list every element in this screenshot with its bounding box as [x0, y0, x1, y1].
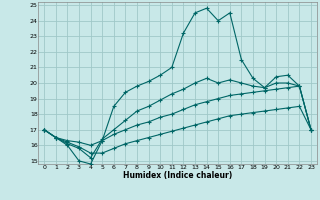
X-axis label: Humidex (Indice chaleur): Humidex (Indice chaleur): [123, 171, 232, 180]
